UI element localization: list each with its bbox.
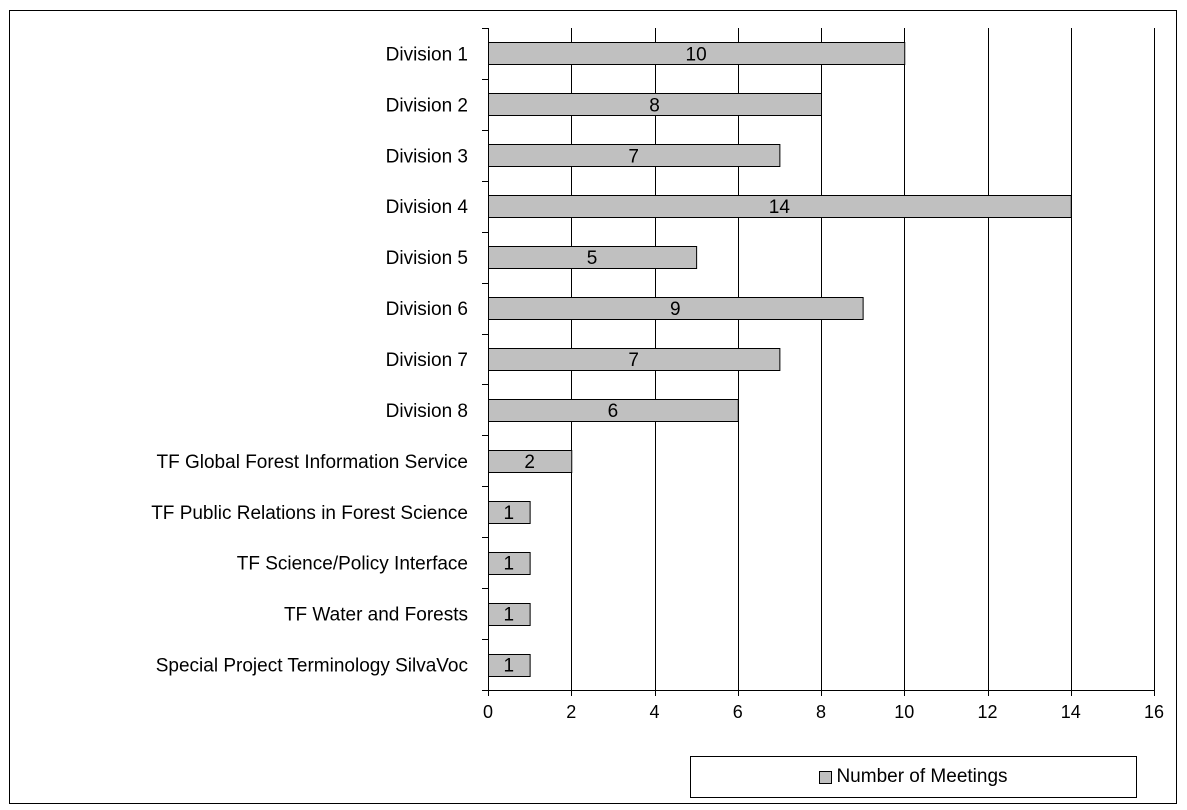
category-label: Division 6 [386, 299, 468, 320]
data-label: 14 [769, 197, 791, 218]
x-tick-label: 4 [649, 702, 659, 722]
grid-lines [571, 28, 1155, 690]
data-label: 9 [670, 299, 681, 320]
data-label: 8 [649, 95, 660, 116]
legend-swatch [819, 770, 833, 784]
x-tick-label: 8 [816, 702, 826, 722]
data-label: 2 [524, 452, 535, 473]
category-label: Division 5 [386, 248, 468, 269]
category-label: Division 8 [386, 401, 468, 422]
x-tick-label: 6 [733, 702, 743, 722]
data-label: 7 [628, 350, 639, 371]
data-label: 1 [504, 554, 515, 575]
x-tick-label: 14 [1061, 702, 1081, 722]
category-label: Special Project Terminology SilvaVoc [156, 656, 468, 677]
category-label: Division 3 [386, 146, 468, 167]
axes [482, 28, 1155, 696]
data-label: 1 [504, 503, 515, 524]
category-label: TF Science/Policy Interface [237, 554, 468, 575]
x-tick-label: 12 [977, 702, 997, 722]
x-tick-label: 10 [894, 702, 914, 722]
data-label: 7 [628, 146, 639, 167]
category-label: Division 1 [386, 44, 468, 65]
data-label: 5 [587, 248, 598, 269]
x-tick-label: 16 [1144, 702, 1164, 722]
data-label: 1 [504, 605, 515, 626]
x-tick-label: 2 [566, 702, 576, 722]
category-label: Division 7 [386, 350, 468, 371]
legend-label: Number of Meetings [836, 766, 1008, 787]
category-label: Division 4 [386, 197, 469, 218]
category-label: TF Global Forest Information Service [157, 452, 469, 473]
data-label: 1 [504, 656, 515, 677]
category-label: TF Water and Forests [284, 605, 468, 626]
data-label: 6 [608, 401, 619, 422]
data-label: 10 [686, 44, 707, 65]
x-tick-label: 0 [483, 702, 493, 722]
bars [488, 42, 1072, 677]
legend: Number of Meetings [690, 756, 1137, 798]
category-label: TF Public Relations in Forest Science [151, 503, 468, 524]
category-label: Division 2 [386, 95, 468, 116]
